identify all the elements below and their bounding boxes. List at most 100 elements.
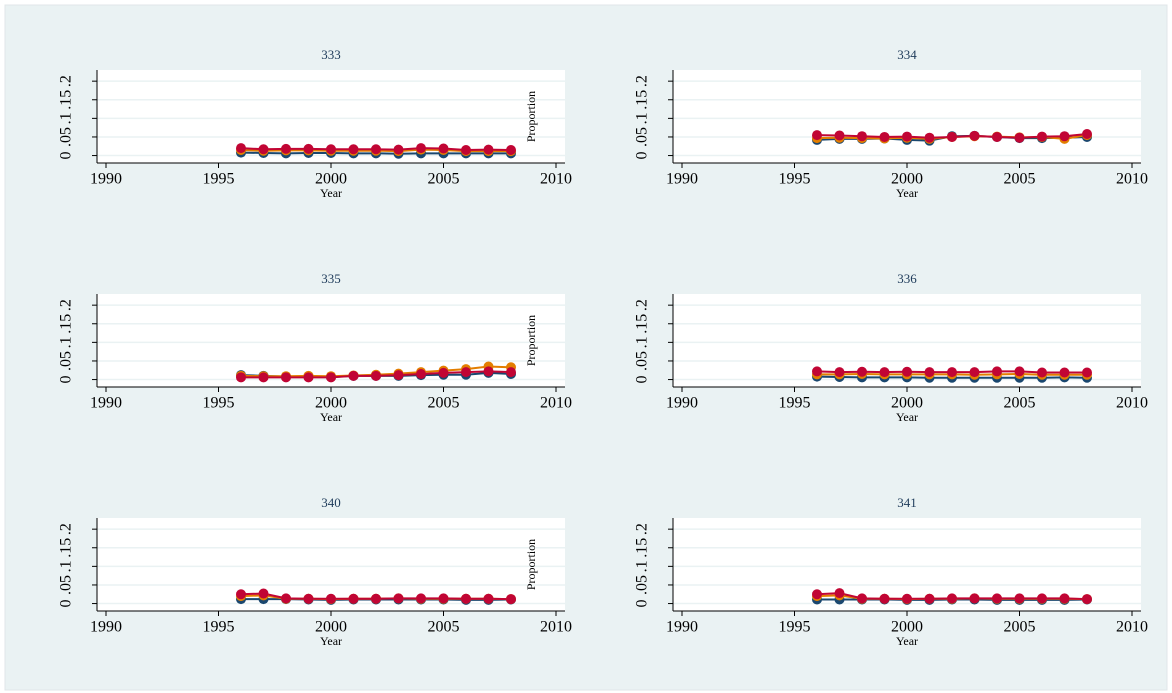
data-point [969, 593, 980, 604]
data-point [879, 131, 890, 142]
data-point [947, 367, 957, 378]
y-tick-label: .1 [634, 112, 651, 124]
x-tick-label: 2000 [315, 619, 347, 636]
data-point [969, 367, 980, 378]
data-point [461, 367, 471, 378]
data-point [416, 143, 426, 154]
data-point [1082, 367, 1092, 378]
data-point [483, 366, 494, 377]
data-point [326, 144, 336, 155]
y-tick-label: 0 [58, 376, 75, 384]
data-point [371, 370, 381, 381]
data-point [506, 367, 516, 378]
data-point [924, 593, 935, 604]
y-tick-label: 0 [634, 152, 651, 160]
y-tick-label: .05 [58, 127, 75, 147]
y-tick-label: 0 [58, 152, 75, 160]
y-tick-label: 0 [634, 376, 651, 384]
data-point [348, 593, 359, 604]
y-tick-label: .15 [634, 314, 651, 334]
data-point [461, 593, 471, 604]
x-axis-title: Year [320, 634, 342, 648]
data-point [1059, 593, 1070, 604]
data-point [236, 143, 246, 154]
panel-title: 336 [897, 271, 917, 286]
x-axis-title: Year [896, 634, 918, 648]
y-tick-label: .05 [634, 575, 651, 595]
data-point [303, 593, 314, 604]
data-point [857, 131, 867, 142]
data-point [992, 366, 1002, 377]
y-tick-label: .2 [634, 75, 651, 87]
x-axis-title: Year [896, 186, 918, 200]
x-tick-label: 2000 [891, 171, 923, 188]
x-tick-label: 2005 [428, 619, 460, 636]
y-tick-label: .15 [58, 538, 75, 558]
data-point [1059, 131, 1070, 142]
x-tick-label: 2010 [1116, 395, 1148, 412]
data-point [416, 368, 426, 379]
y-tick-label: .1 [58, 560, 75, 572]
data-point [281, 372, 291, 383]
data-point [1082, 128, 1092, 139]
y-axis-title: Proportion [524, 315, 538, 366]
data-point [393, 593, 404, 604]
panel-title: 340 [321, 495, 341, 510]
panel-title: 334 [897, 47, 917, 62]
data-point [1037, 593, 1047, 604]
data-point [1059, 367, 1070, 378]
data-point [812, 130, 822, 141]
data-point [1037, 367, 1047, 378]
x-tick-label: 2010 [1116, 619, 1148, 636]
y-tick-label: .05 [634, 351, 651, 371]
plot-area [673, 70, 1141, 163]
x-tick-label: 2010 [540, 619, 572, 636]
data-point [992, 131, 1002, 142]
x-tick-label: 1990 [666, 171, 698, 188]
data-point [947, 131, 957, 142]
data-point [1082, 594, 1092, 605]
data-point [303, 143, 314, 154]
y-tick-label: .2 [58, 75, 75, 87]
data-point [506, 594, 516, 605]
y-tick-label: .1 [634, 336, 651, 348]
x-tick-label: 1995 [203, 171, 235, 188]
x-tick-label: 2000 [891, 395, 923, 412]
x-tick-label: 1990 [666, 619, 698, 636]
data-point [416, 593, 426, 604]
data-point [1037, 131, 1047, 142]
x-tick-label: 1995 [779, 395, 811, 412]
y-tick-label: .2 [634, 523, 651, 535]
data-point [258, 144, 269, 155]
y-tick-label: .15 [58, 314, 75, 334]
panel-title: 333 [321, 47, 341, 62]
x-tick-label: 2005 [1004, 619, 1036, 636]
data-point [326, 372, 336, 383]
y-axis-title: Proportion [524, 539, 538, 590]
data-point [506, 144, 516, 155]
x-tick-label: 1995 [203, 395, 235, 412]
y-tick-label: .05 [634, 127, 651, 147]
y-tick-label: .2 [58, 299, 75, 311]
data-point [834, 367, 845, 378]
data-point [812, 366, 822, 377]
data-point [834, 588, 845, 599]
x-tick-label: 2010 [540, 171, 572, 188]
data-point [1014, 593, 1025, 604]
data-point [924, 132, 935, 143]
data-point [281, 593, 291, 604]
data-point [902, 366, 912, 377]
data-point [461, 144, 471, 155]
data-point [258, 588, 269, 599]
x-tick-label: 1995 [779, 619, 811, 636]
y-axis-title: Proportion [524, 91, 538, 142]
data-point [303, 372, 314, 383]
data-point [1014, 132, 1025, 143]
data-point [281, 143, 291, 154]
x-tick-label: 2010 [1116, 171, 1148, 188]
data-point [902, 131, 912, 142]
data-point [438, 593, 449, 604]
data-point [483, 593, 494, 604]
x-tick-label: 1990 [90, 171, 122, 188]
